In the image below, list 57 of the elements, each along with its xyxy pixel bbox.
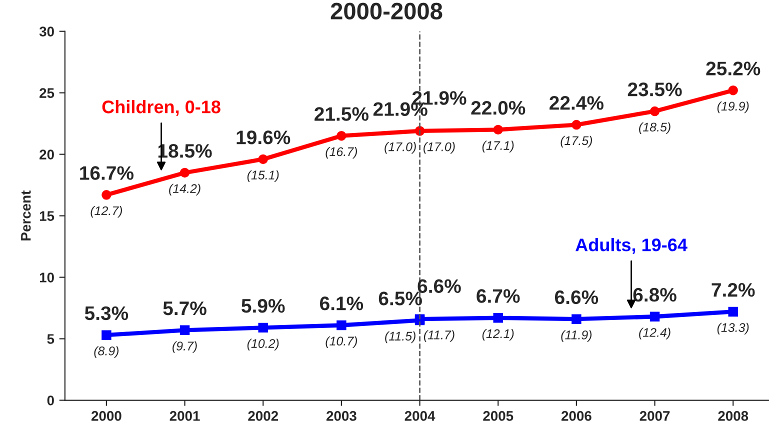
data-label: 5.3% [84,306,128,320]
y-tick-label: 20 [40,150,54,160]
data-label: 6.7% [476,289,520,303]
annotation: (11.9) [561,330,592,342]
data-label: 6.6% [418,279,461,294]
x-tick-label: 2001 [170,411,200,421]
annotation: (18.5) [639,122,670,134]
data-label: 25.2% [706,62,760,76]
x-tick-label: 2006 [561,411,592,421]
data-label: 22.4% [550,96,604,110]
annotation: (19.9) [717,101,749,114]
chart-title: 2000-2008 [330,2,442,20]
annotation: (9.7) [172,341,197,353]
data-label: 6.6% [555,290,598,304]
x-tick-label: 2003 [326,411,356,421]
x-tick-label: 2004 [404,411,436,421]
text: Children, 0-18 [102,100,220,116]
data-label: 23.5% [628,82,682,96]
x-tick-label: 2007 [640,411,670,421]
annotation: (10.2) [247,338,279,350]
data-label: 7.2% [712,282,755,297]
data-label: 5.7% [163,301,206,316]
x-tick-label: 2002 [248,411,278,421]
annotation: (17.0) [423,142,455,154]
x-tick-label: 2008 [718,411,748,421]
annotation: (8.9) [94,346,119,358]
data-label: 6.1% [320,296,364,310]
x-tick-label: 2005 [483,411,514,421]
annotation: (16.7) [326,146,358,159]
y-tick-label: 30 [39,26,54,37]
annotation: (13.3) [717,322,749,334]
annotation: (14.2) [169,184,200,196]
annotation: (17.1) [482,140,514,152]
data-label: 6.5% [378,292,422,306]
annotation: (12.1) [482,328,514,341]
y-axis-title: Percent [21,190,31,240]
data-label: 22.0% [471,100,526,115]
annotation: (11.7) [424,330,454,342]
data-label: 5.9% [242,298,285,313]
annotation: (12.4) [639,328,670,340]
text: Adults, 19-64 [576,238,688,254]
annotation: (17.0) [384,142,416,154]
data-label: 16.7% [80,166,134,180]
y-tick-label: 25 [40,88,54,98]
data-label: 19.6% [236,130,290,144]
x-tick-label: 2000 [91,411,122,421]
annotation: (15.1) [247,170,279,182]
annotation: (17.5) [560,136,592,148]
y-tick-label: 0 [47,396,54,406]
y-tick-label: 5 [47,334,54,344]
y-tick-label: 10 [40,272,54,282]
y-tick-label: 15 [40,211,54,221]
annotation: (10.7) [326,336,358,348]
data-label: 6.8% [633,288,676,302]
data-label: 21.5% [314,107,369,121]
annotation: (11.5) [385,331,416,344]
annotation: (12.7) [90,206,122,218]
